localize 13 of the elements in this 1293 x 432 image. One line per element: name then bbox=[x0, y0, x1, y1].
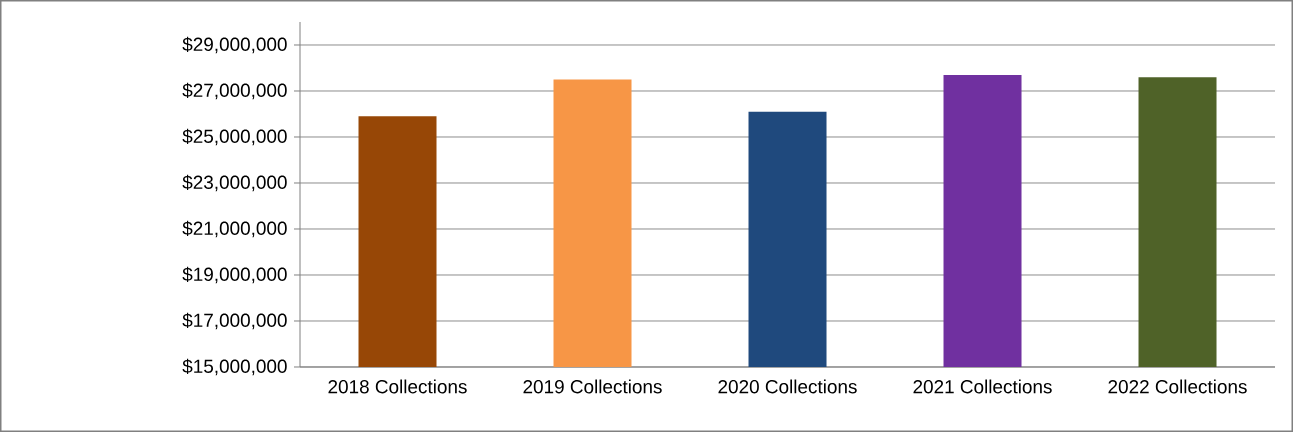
y-tick-label: $17,000,000 bbox=[182, 312, 287, 330]
x-tick-label: 2022 Collections bbox=[1108, 379, 1247, 394]
y-tick-label: $19,000,000 bbox=[182, 266, 287, 284]
x-tick-label: 2019 Collections bbox=[523, 379, 662, 394]
x-tick-label: 2021 Collections bbox=[913, 379, 1052, 394]
y-tick-label: $23,000,000 bbox=[182, 174, 287, 192]
x-tick-label: 2020 Collections bbox=[718, 379, 857, 394]
y-tick-label: $25,000,000 bbox=[182, 128, 287, 146]
y-tick-label: $29,000,000 bbox=[182, 36, 287, 54]
y-tick-label: $27,000,000 bbox=[182, 82, 287, 100]
y-tick-label: $15,000,000 bbox=[182, 358, 287, 376]
y-tick-label: $21,000,000 bbox=[182, 220, 287, 238]
x-tick-label: 2018 Collections bbox=[328, 379, 467, 394]
